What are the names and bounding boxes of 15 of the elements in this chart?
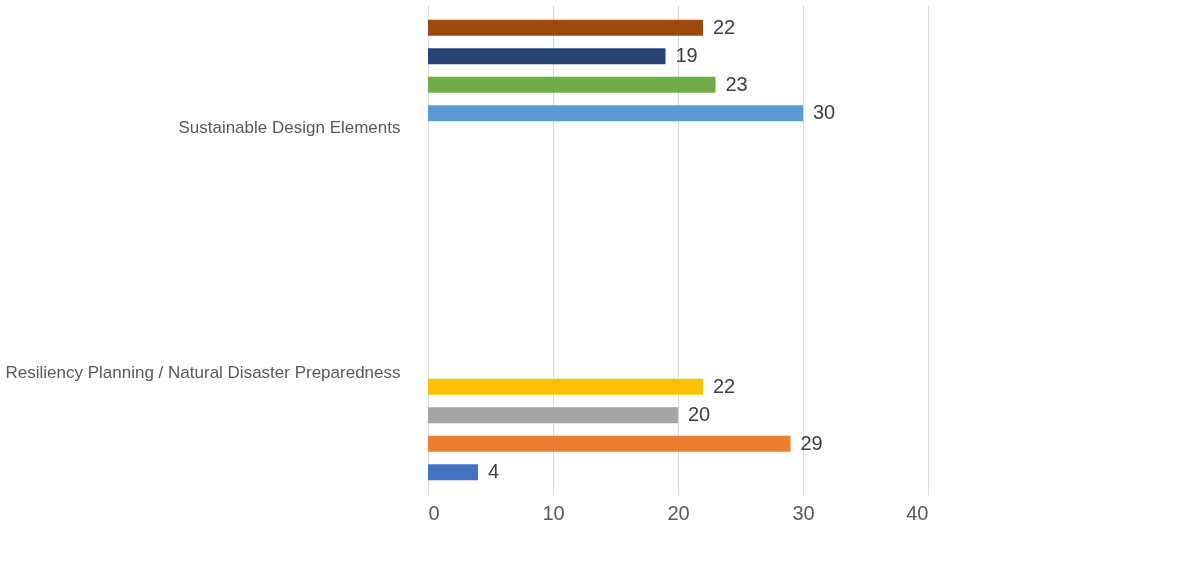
x-tick-label: 40 bbox=[906, 501, 929, 524]
x-tick-label: 10 bbox=[542, 501, 565, 524]
data-label: 29 bbox=[800, 431, 823, 454]
data-label: 4 bbox=[488, 460, 500, 483]
data-label: 22 bbox=[713, 15, 736, 38]
data-label: 20 bbox=[688, 403, 711, 426]
y-tick-label: Resiliency Planning / Natural Disaster Preparedness bbox=[5, 362, 401, 382]
data-label: 19 bbox=[675, 44, 698, 67]
data-label: 22 bbox=[713, 374, 736, 397]
data-label: 30 bbox=[813, 101, 836, 124]
x-tick-label: 30 bbox=[792, 501, 815, 524]
data-label: 23 bbox=[725, 72, 748, 95]
y-tick-label: Sustainable Design Elements bbox=[178, 117, 401, 137]
x-tick-label: 0 bbox=[428, 501, 440, 524]
x-tick-label: 20 bbox=[667, 501, 690, 524]
